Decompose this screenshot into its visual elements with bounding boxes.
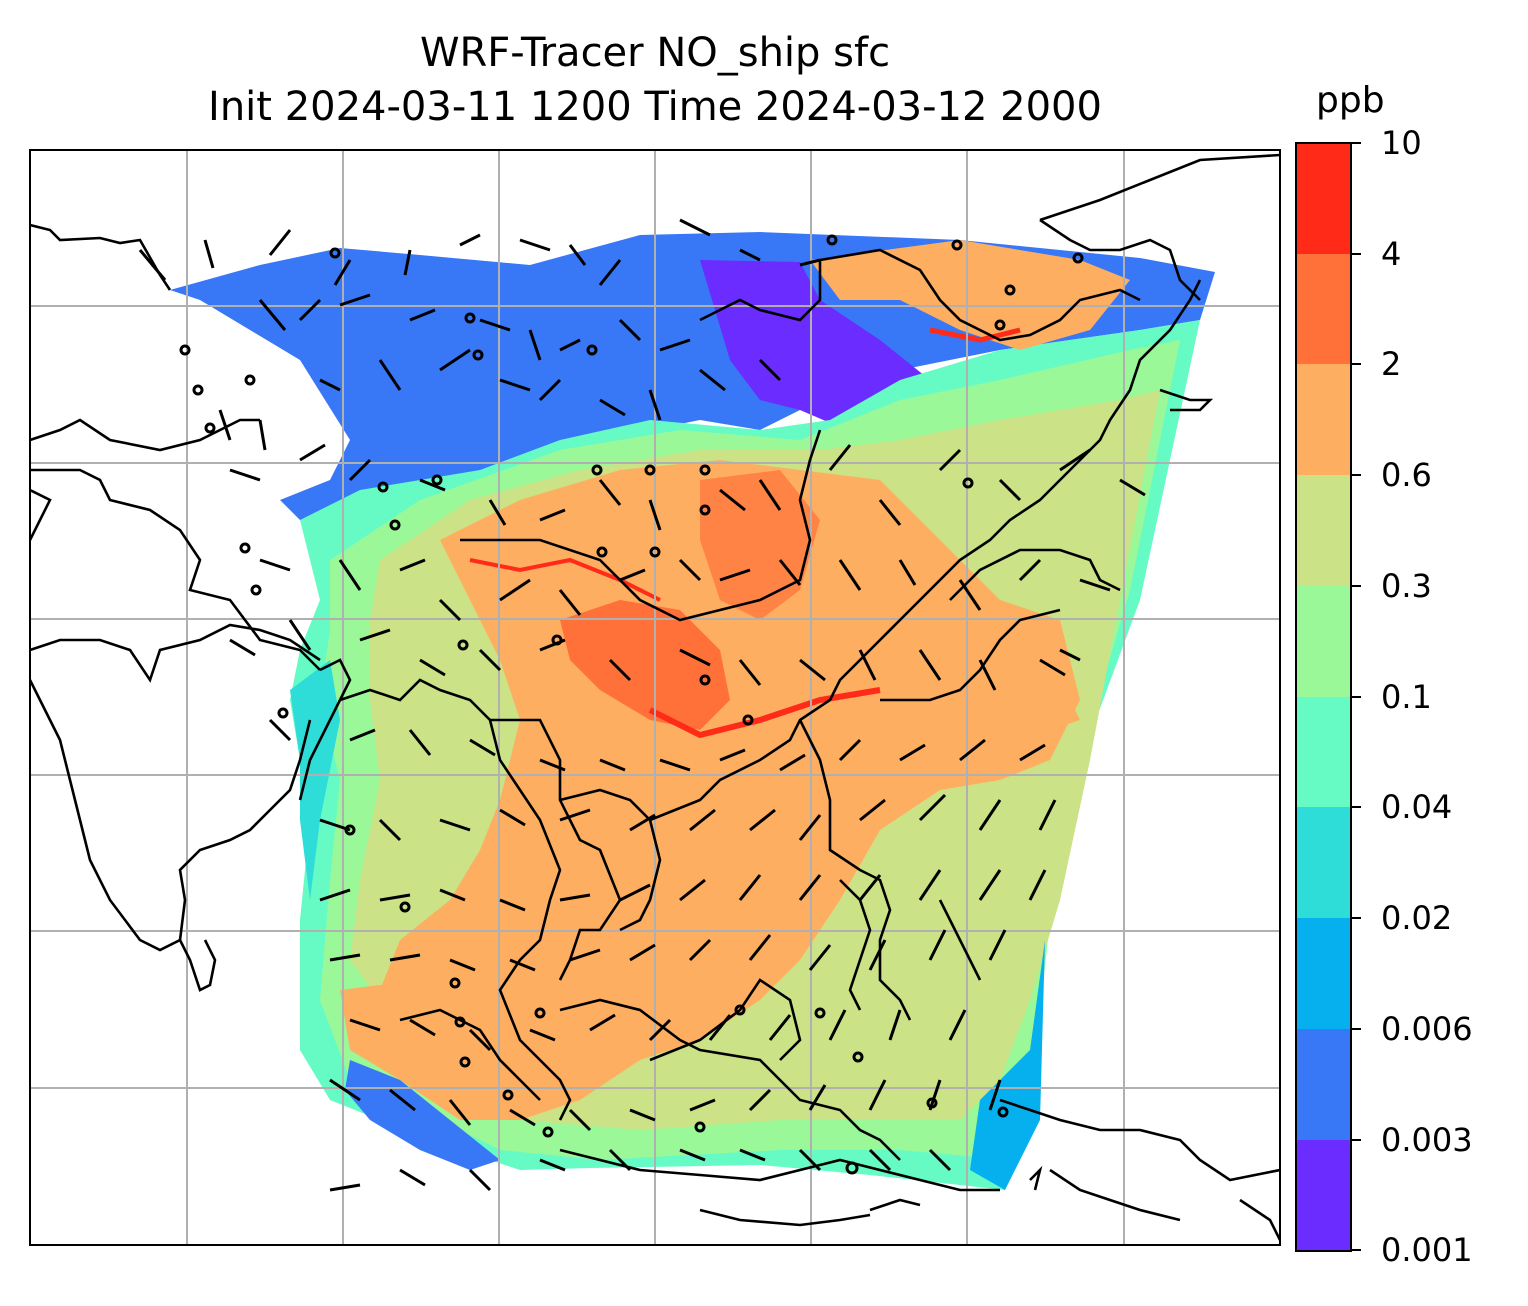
colorbar — [1295, 142, 1361, 1252]
colorbar-tick-label: 0.02 — [1381, 899, 1453, 937]
colorbar-segment-8 — [1296, 364, 1351, 475]
field-red-central — [560, 600, 730, 730]
colorbar-tick-label: 0.1 — [1381, 678, 1432, 716]
colorbar-tick-label: 2 — [1381, 345, 1402, 383]
gridlines — [30, 150, 1280, 1245]
map-frame — [29, 149, 1281, 1246]
wind-barbs — [138, 218, 1146, 1192]
field-red-streak-1 — [648, 687, 881, 739]
field-orange-core — [380, 460, 1080, 1120]
colorbar-segment-3 — [1296, 918, 1351, 1029]
field-west-cyan — [290, 660, 340, 900]
field-orange-northeast — [810, 240, 1130, 350]
tracer-field — [170, 232, 1215, 1190]
colorbar-segment-1 — [1296, 1140, 1351, 1251]
colorbar-segment-7 — [1296, 475, 1351, 586]
colorbar-segment-5 — [1296, 697, 1351, 807]
colorbar-segment-6 — [1296, 586, 1351, 697]
colorbar-unit-label: ppb — [1316, 80, 1385, 121]
colorbar-tick-label: 4 — [1381, 235, 1402, 273]
colorbar-segment-9 — [1296, 254, 1351, 364]
colorbar-tick-label: 0.006 — [1381, 1010, 1473, 1048]
field-orange-band-east — [820, 680, 1080, 760]
colorbar-tick-label: 0.001 — [1381, 1231, 1473, 1269]
colorbar-tick-label: 0.6 — [1381, 456, 1432, 494]
field-red-streak-3 — [929, 327, 1021, 343]
colorbar-tick-label: 0.003 — [1381, 1121, 1473, 1159]
colorbar-tick-label: 0.04 — [1381, 788, 1453, 826]
coastlines — [30, 153, 1280, 1241]
colorbar-segment-10 — [1296, 143, 1351, 254]
map-title-line2: Init 2024-03-11 1200 Time 2024-03-12 200… — [208, 84, 1102, 130]
field-east-blue — [970, 940, 1045, 1190]
colorbar-tick-label: 0.3 — [1381, 567, 1432, 605]
field-red-north — [700, 470, 820, 620]
colorbar-tick-label: 10 — [1381, 124, 1422, 162]
colorbar-segment-4 — [1296, 807, 1351, 918]
calm-wind-circles — [179, 234, 1084, 1175]
map-title-line1: WRF-Tracer NO_ship sfc — [419, 30, 891, 76]
field-orange-southwest — [340, 980, 560, 1120]
field-red-streak-2 — [469, 557, 661, 602]
colorbar-ticks — [1351, 142, 1361, 1251]
map-panel — [30, 150, 1280, 1245]
colorbar-segment-2 — [1296, 1029, 1351, 1140]
